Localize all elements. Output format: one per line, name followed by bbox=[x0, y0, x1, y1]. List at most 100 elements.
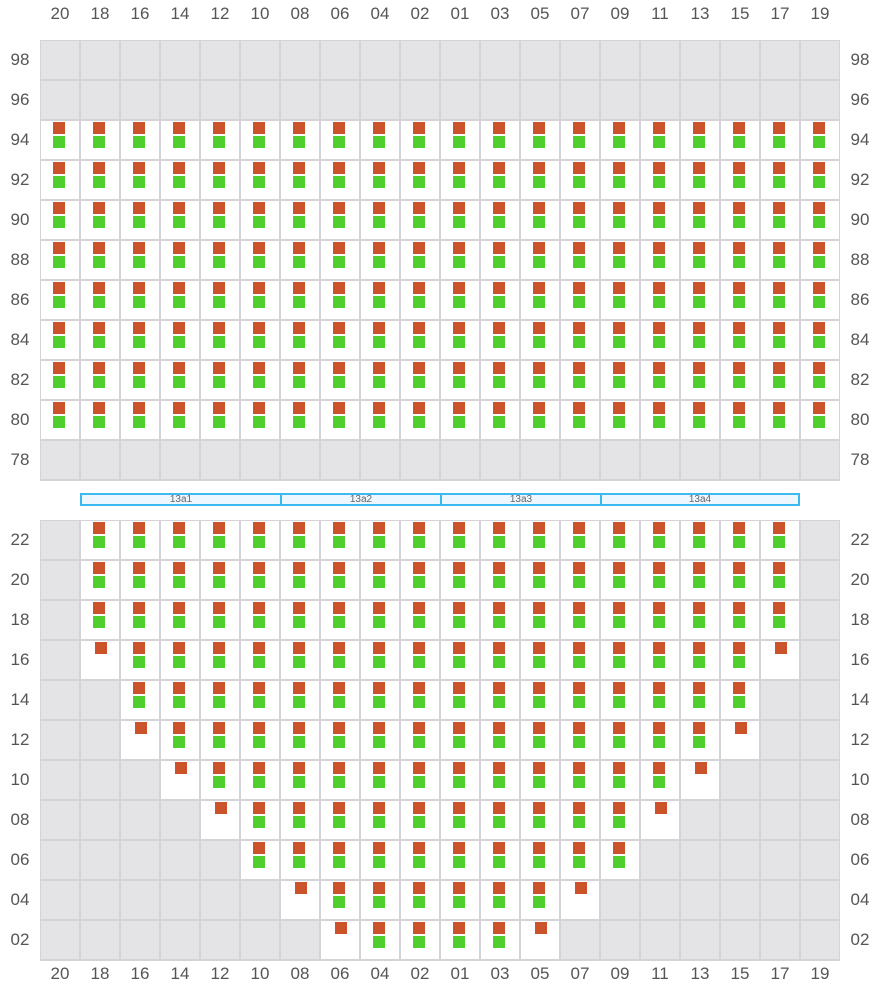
module-cell[interactable] bbox=[361, 641, 399, 679]
module-cell[interactable] bbox=[321, 161, 359, 199]
module-cell[interactable] bbox=[641, 521, 679, 559]
module-cell[interactable] bbox=[561, 881, 599, 919]
module-cell[interactable] bbox=[761, 321, 799, 359]
module-cell[interactable] bbox=[81, 121, 119, 159]
module-cell[interactable] bbox=[761, 161, 799, 199]
module-cell[interactable] bbox=[361, 921, 399, 959]
module-cell[interactable] bbox=[441, 641, 479, 679]
module-cell[interactable] bbox=[41, 161, 79, 199]
module-cell[interactable] bbox=[401, 681, 439, 719]
module-cell[interactable] bbox=[441, 761, 479, 799]
module-cell[interactable] bbox=[361, 321, 399, 359]
module-cell[interactable] bbox=[601, 121, 639, 159]
module-cell[interactable] bbox=[361, 761, 399, 799]
module-cell[interactable] bbox=[521, 561, 559, 599]
module-cell[interactable] bbox=[481, 401, 519, 439]
module-cell[interactable] bbox=[81, 401, 119, 439]
module-cell[interactable] bbox=[441, 241, 479, 279]
module-cell[interactable] bbox=[401, 241, 439, 279]
module-cell[interactable] bbox=[241, 801, 279, 839]
module-cell[interactable] bbox=[241, 121, 279, 159]
module-cell[interactable] bbox=[601, 241, 639, 279]
module-cell[interactable] bbox=[481, 361, 519, 399]
module-cell[interactable] bbox=[281, 601, 319, 639]
module-cell[interactable] bbox=[601, 801, 639, 839]
module-cell[interactable] bbox=[641, 641, 679, 679]
module-cell[interactable] bbox=[481, 681, 519, 719]
module-cell[interactable] bbox=[81, 561, 119, 599]
module-cell[interactable] bbox=[601, 521, 639, 559]
module-cell[interactable] bbox=[361, 721, 399, 759]
module-cell[interactable] bbox=[121, 201, 159, 239]
module-cell[interactable] bbox=[761, 641, 799, 679]
module-cell[interactable] bbox=[561, 641, 599, 679]
module-cell[interactable] bbox=[281, 521, 319, 559]
module-cell[interactable] bbox=[161, 641, 199, 679]
module-cell[interactable] bbox=[281, 641, 319, 679]
module-cell[interactable] bbox=[121, 681, 159, 719]
module-cell[interactable] bbox=[681, 761, 719, 799]
module-cell[interactable] bbox=[241, 561, 279, 599]
module-cell[interactable] bbox=[721, 161, 759, 199]
module-cell[interactable] bbox=[241, 161, 279, 199]
module-cell[interactable] bbox=[641, 601, 679, 639]
module-cell[interactable] bbox=[721, 721, 759, 759]
module-cell[interactable] bbox=[721, 201, 759, 239]
module-cell[interactable] bbox=[441, 281, 479, 319]
module-cell[interactable] bbox=[681, 201, 719, 239]
module-cell[interactable] bbox=[121, 561, 159, 599]
module-cell[interactable] bbox=[601, 761, 639, 799]
module-cell[interactable] bbox=[481, 841, 519, 879]
module-cell[interactable] bbox=[641, 761, 679, 799]
module-cell[interactable] bbox=[361, 681, 399, 719]
module-cell[interactable] bbox=[521, 361, 559, 399]
module-cell[interactable] bbox=[121, 401, 159, 439]
module-cell[interactable] bbox=[241, 201, 279, 239]
module-cell[interactable] bbox=[681, 561, 719, 599]
module-cell[interactable] bbox=[441, 161, 479, 199]
module-cell[interactable] bbox=[41, 241, 79, 279]
module-cell[interactable] bbox=[681, 601, 719, 639]
module-cell[interactable] bbox=[161, 681, 199, 719]
module-cell[interactable] bbox=[721, 281, 759, 319]
module-cell[interactable] bbox=[201, 641, 239, 679]
module-cell[interactable] bbox=[561, 681, 599, 719]
module-cell[interactable] bbox=[161, 361, 199, 399]
module-cell[interactable] bbox=[681, 121, 719, 159]
module-cell[interactable] bbox=[521, 401, 559, 439]
module-cell[interactable] bbox=[521, 241, 559, 279]
module-cell[interactable] bbox=[801, 161, 839, 199]
module-cell[interactable] bbox=[241, 401, 279, 439]
module-cell[interactable] bbox=[441, 321, 479, 359]
module-cell[interactable] bbox=[41, 121, 79, 159]
module-cell[interactable] bbox=[481, 801, 519, 839]
module-cell[interactable] bbox=[481, 321, 519, 359]
module-cell[interactable] bbox=[201, 761, 239, 799]
module-cell[interactable] bbox=[401, 401, 439, 439]
module-cell[interactable] bbox=[401, 201, 439, 239]
module-cell[interactable] bbox=[601, 281, 639, 319]
module-cell[interactable] bbox=[41, 321, 79, 359]
module-cell[interactable] bbox=[521, 641, 559, 679]
module-cell[interactable] bbox=[481, 601, 519, 639]
module-cell[interactable] bbox=[441, 561, 479, 599]
module-cell[interactable] bbox=[361, 601, 399, 639]
module-cell[interactable] bbox=[681, 681, 719, 719]
module-cell[interactable] bbox=[761, 121, 799, 159]
module-cell[interactable] bbox=[761, 401, 799, 439]
module-cell[interactable] bbox=[361, 841, 399, 879]
module-cell[interactable] bbox=[521, 881, 559, 919]
module-cell[interactable] bbox=[201, 601, 239, 639]
module-cell[interactable] bbox=[241, 841, 279, 879]
module-cell[interactable] bbox=[321, 241, 359, 279]
module-cell[interactable] bbox=[681, 641, 719, 679]
module-cell[interactable] bbox=[681, 281, 719, 319]
module-cell[interactable] bbox=[801, 281, 839, 319]
module-cell[interactable] bbox=[121, 321, 159, 359]
module-cell[interactable] bbox=[561, 401, 599, 439]
module-cell[interactable] bbox=[361, 401, 399, 439]
module-cell[interactable] bbox=[321, 721, 359, 759]
module-cell[interactable] bbox=[81, 601, 119, 639]
module-cell[interactable] bbox=[161, 161, 199, 199]
module-cell[interactable] bbox=[601, 401, 639, 439]
